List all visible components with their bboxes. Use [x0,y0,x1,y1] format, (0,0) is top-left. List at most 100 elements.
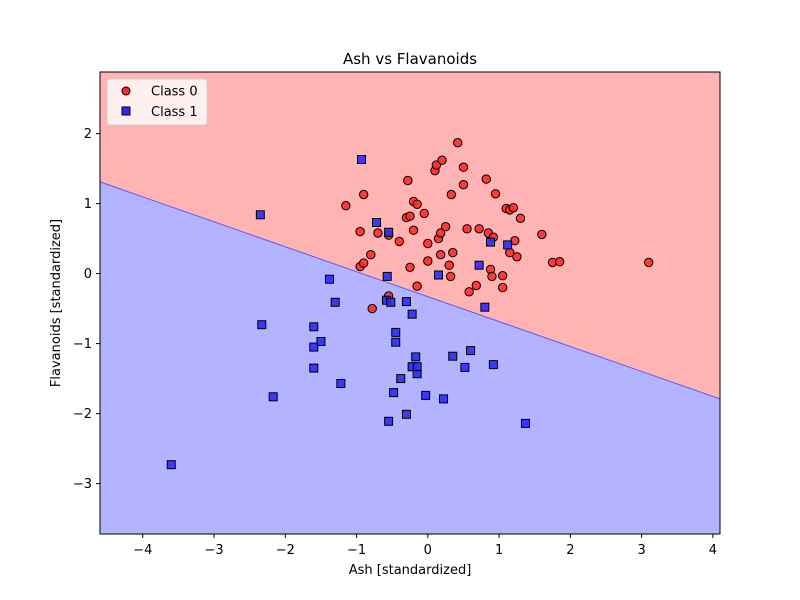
x-tick-label: 4 [709,543,717,558]
class-0-point [487,271,497,282]
class-0-point [355,226,365,237]
class-0-point [445,271,456,282]
class-0-point [423,256,433,266]
class-0-point [515,213,526,224]
class-1-point [309,342,319,352]
y-tick-label: −3 [73,477,92,492]
class-1-point [503,240,513,250]
class-0-point [367,303,377,314]
class-1-point [384,416,394,426]
class-1-point [309,363,319,373]
class-0-point [448,247,458,258]
class-0-point [497,271,508,281]
class-0-point [358,258,369,268]
legend-marker-class-1 [121,106,131,116]
class-0-point [435,250,446,260]
class-0-point [481,174,491,184]
x-tick-label: −2 [276,543,295,558]
class-0-point [435,228,446,238]
class-1-point [257,320,267,330]
class-0-point [464,287,474,297]
x-tick-label: 3 [637,543,645,558]
legend-box [106,78,208,126]
y-tick-label: 0 [84,267,92,282]
y-tick-label: 1 [84,197,92,212]
class-1-point [421,390,431,400]
class-1-point [401,409,411,419]
y-tick-label: 2 [84,127,92,142]
class-0-point [462,224,472,234]
class-0-point [366,250,376,260]
legend-label-class-0: Class 0 [151,85,198,100]
class-0-point [405,211,415,221]
x-tick-label: 1 [495,543,503,558]
decision-boundary-line [100,181,720,400]
class-0-point [474,224,484,234]
class-0-point [373,228,383,238]
class-1-point [434,270,444,280]
plot-area [100,72,720,534]
plot-frame [99,71,721,535]
class-0-point [437,155,447,165]
class-1-point [386,297,396,307]
class-1-point [384,227,394,237]
class-0-point [453,138,463,148]
class-1-point [316,337,326,346]
class-1-point [407,309,417,319]
class-0-point [458,180,469,190]
class-1-point [474,260,484,270]
y-axis-title: Flavanoids [standardized] [49,219,64,387]
class-0-point [537,229,547,240]
class-1-decision-region [100,181,720,534]
class-1-point [460,362,470,372]
class-1-point [389,388,399,398]
class-1-point [466,346,476,356]
class-0-point [508,203,519,213]
y-tick-label: −1 [73,337,92,352]
class-0-point [341,201,351,211]
class-1-point [488,360,498,370]
x-tick-label: −3 [204,543,223,558]
class-1-point [336,379,346,388]
class-0-point [440,222,451,232]
x-axis: −4 −3 −2 −1 0 1 2 3 4 [133,534,717,558]
class-0-point [644,257,654,268]
class-1-point [520,418,530,428]
class-1-point [372,218,382,227]
class-1-point [382,271,392,281]
class-0-point [419,208,429,219]
class-1-point [357,155,367,164]
class-0-point [408,225,419,235]
class-1-point [309,322,319,332]
x-tick-label: 2 [566,543,574,558]
class-1-point [401,297,411,307]
class-0-point [554,257,565,267]
class-1-point [391,327,401,337]
scatter-points [166,138,654,470]
class-0-point [405,262,415,272]
class-1-point [412,362,422,372]
class-1-point [268,392,278,402]
class-1-point [411,352,421,362]
y-tick-label: −2 [73,407,92,422]
class-0-point [394,236,405,247]
class-0-point [412,281,422,291]
class-0-point [490,189,501,199]
y-axis: −3 −2 −1 0 1 2 [73,127,100,492]
class-1-point [324,274,334,284]
class-0-point [458,162,469,172]
class-0-point [412,199,422,210]
x-tick-label: −4 [133,543,152,558]
class-1-point [330,297,340,307]
class-1-point [396,374,406,384]
legend-marker-class-0 [121,86,131,96]
legend: Class 0 Class 1 [106,78,208,126]
class-0-point [512,252,522,262]
class-0-point [358,189,369,200]
class-0-point [423,238,433,249]
x-axis-title: Ash [standardized] [349,563,472,578]
legend-label-class-1: Class 1 [151,105,198,120]
class-1-point [391,337,401,347]
chart-title: Ash vs Flavanoids [343,50,477,68]
